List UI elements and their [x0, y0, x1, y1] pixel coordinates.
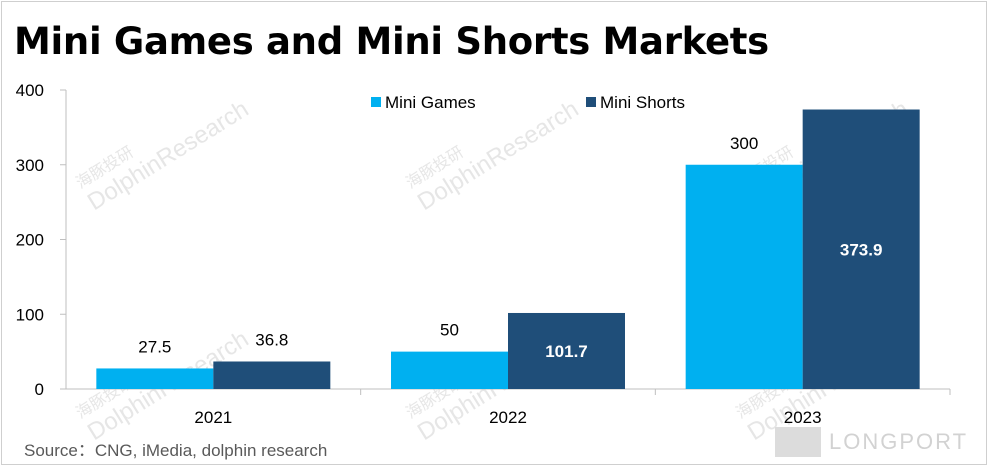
bar-mini-shorts-2022 [508, 312, 625, 389]
data-label: 27.5 [138, 337, 171, 356]
bar-mini-games-2021 [96, 368, 214, 389]
y-tick-label: 200 [16, 231, 44, 250]
data-label: 300 [730, 134, 758, 153]
legend-swatch-mini-shorts [586, 97, 596, 107]
chart-title: Mini Games and Mini Shorts Markets [14, 20, 769, 63]
y-tick-label: 0 [35, 380, 44, 399]
bar-mini-shorts-2023 [802, 109, 920, 389]
legend-label-mini-games: Mini Games [385, 93, 476, 112]
bar-mini-shorts-2021 [213, 361, 331, 389]
y-tick-label: 400 [16, 81, 44, 100]
legend-label-mini-shorts: Mini Shorts [600, 93, 685, 112]
bar-mini-games-2023 [685, 164, 803, 389]
bar-mini-games-2022 [391, 351, 508, 389]
x-tick-label: 2023 [784, 408, 822, 427]
brand-name: LONGPORT [829, 429, 969, 454]
legend-swatch-mini-games [371, 97, 381, 107]
brand-mark-icon [775, 427, 821, 457]
y-tick-label: 100 [16, 305, 44, 324]
source-note: Source：CNG, iMedia, dolphin research [24, 441, 328, 460]
x-tick-label: 2021 [194, 408, 232, 427]
brand-logo: LONGPORT [775, 427, 968, 457]
data-label: 36.8 [255, 330, 288, 349]
data-label: 50 [440, 321, 459, 340]
x-tick-label: 2022 [489, 408, 527, 427]
data-label: 101.7 [545, 342, 588, 361]
data-label: 373.9 [840, 240, 883, 259]
y-tick-label: 300 [16, 156, 44, 175]
